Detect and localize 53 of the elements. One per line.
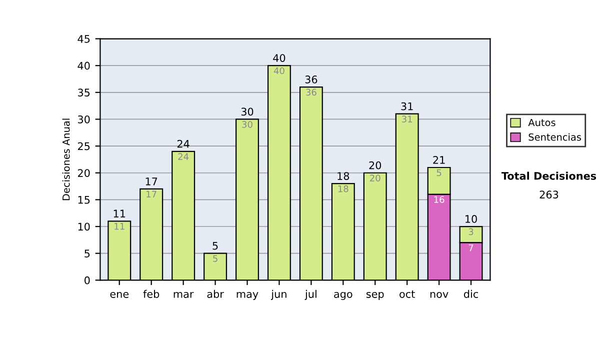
legend-label: Sentencias	[528, 133, 582, 141]
x-tick-label: ene	[110, 292, 129, 298]
x-tick-label: jun	[270, 290, 286, 300]
total-label: 30	[241, 108, 254, 116]
data-label: 40	[274, 67, 284, 74]
data-label: 5	[436, 169, 442, 176]
x-tick-label: ago	[334, 292, 352, 300]
y-tick-label: 35	[78, 88, 90, 97]
x-tick-label: nov	[430, 292, 448, 298]
data-label: 20	[370, 174, 380, 182]
total-label: 36	[305, 76, 318, 84]
x-tick-label: oct	[400, 290, 415, 298]
x-tick-label: dic	[464, 290, 478, 298]
total-label: 11	[114, 210, 126, 218]
y-axis-title: Decisiones Anual	[62, 118, 70, 200]
text: Total Decisiones	[501, 172, 596, 180]
data-label: 18	[338, 185, 348, 192]
legend-label: Autos	[528, 118, 556, 126]
total-label: 10	[466, 215, 477, 223]
y-tick-label: 10	[78, 222, 90, 231]
x-tick-label: may	[236, 292, 258, 300]
y-tick-label: 40	[78, 62, 90, 70]
total-label: 20	[369, 161, 382, 170]
data-label: 30	[242, 120, 252, 128]
total-label: 24	[177, 140, 190, 148]
data-label: 17	[146, 190, 156, 198]
total-label: 17	[146, 178, 158, 186]
y-tick-label: 20	[78, 169, 90, 177]
x-tick-label: jul	[304, 290, 316, 300]
x-tick-label: mar	[174, 292, 194, 298]
data-label: 7	[468, 244, 474, 252]
y-tick-label: 45	[78, 35, 90, 43]
data-label: 36	[306, 88, 316, 96]
total-label: 18	[338, 172, 350, 180]
text: 263	[540, 190, 558, 199]
x-tick-label: sep	[366, 292, 384, 300]
y-tick-label: 0	[84, 276, 90, 284]
x-tick-label: abr	[207, 290, 224, 298]
data-label: 24	[178, 153, 189, 160]
data-label: 3	[468, 228, 474, 236]
total-label: 31	[401, 102, 413, 110]
data-label: 5	[213, 255, 218, 262]
data-label: 11	[114, 223, 124, 230]
total-label: 5	[212, 242, 218, 250]
total-label: 40	[273, 54, 286, 62]
total-label: 21	[433, 156, 445, 164]
y-tick-label: 25	[78, 142, 90, 150]
y-tick-label: 5	[84, 250, 90, 258]
data-label: 16	[434, 196, 444, 203]
data-label: 31	[402, 116, 412, 122]
y-tick-label: 30	[78, 115, 90, 124]
y-tick-label: 15	[78, 196, 90, 204]
x-tick-label: feb	[143, 290, 160, 298]
